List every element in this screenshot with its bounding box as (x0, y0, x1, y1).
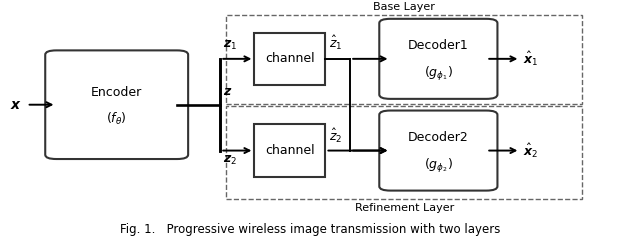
Text: $(f_\theta)$: $(f_\theta)$ (106, 111, 127, 127)
FancyBboxPatch shape (379, 111, 497, 191)
Text: $\boldsymbol{x}$: $\boldsymbol{x}$ (10, 98, 22, 112)
Text: Base Layer: Base Layer (373, 2, 435, 12)
Bar (226, 106, 582, 199)
Text: $(g_{\phi_1})$: $(g_{\phi_1})$ (424, 65, 453, 83)
Text: $\hat{z}_2$: $\hat{z}_2$ (329, 126, 342, 145)
Text: $\boldsymbol{z}_2$: $\boldsymbol{z}_2$ (223, 154, 237, 167)
Text: Refinement Layer: Refinement Layer (355, 203, 454, 213)
FancyBboxPatch shape (45, 50, 188, 159)
Bar (226, 15, 582, 103)
Text: $\hat{z}_1$: $\hat{z}_1$ (329, 34, 342, 52)
Text: $\hat{\boldsymbol{x}}_1$: $\hat{\boldsymbol{x}}_1$ (523, 50, 539, 68)
Bar (254, 124, 326, 177)
Text: Decoder2: Decoder2 (408, 131, 469, 144)
Text: Encoder: Encoder (91, 86, 143, 99)
Text: $\boldsymbol{z}$: $\boldsymbol{z}$ (223, 84, 233, 97)
FancyBboxPatch shape (379, 19, 497, 99)
Bar (254, 33, 326, 85)
Text: Decoder1: Decoder1 (408, 39, 469, 52)
Text: channel: channel (265, 52, 315, 65)
Text: $(g_{\phi_2})$: $(g_{\phi_2})$ (424, 157, 453, 175)
Text: channel: channel (265, 144, 315, 157)
Text: $\hat{\boldsymbol{x}}_2$: $\hat{\boldsymbol{x}}_2$ (523, 142, 539, 160)
Text: Fig. 1.   Progressive wireless image transmission with two layers: Fig. 1. Progressive wireless image trans… (120, 223, 500, 236)
Text: $\boldsymbol{z}_1$: $\boldsymbol{z}_1$ (223, 39, 237, 52)
